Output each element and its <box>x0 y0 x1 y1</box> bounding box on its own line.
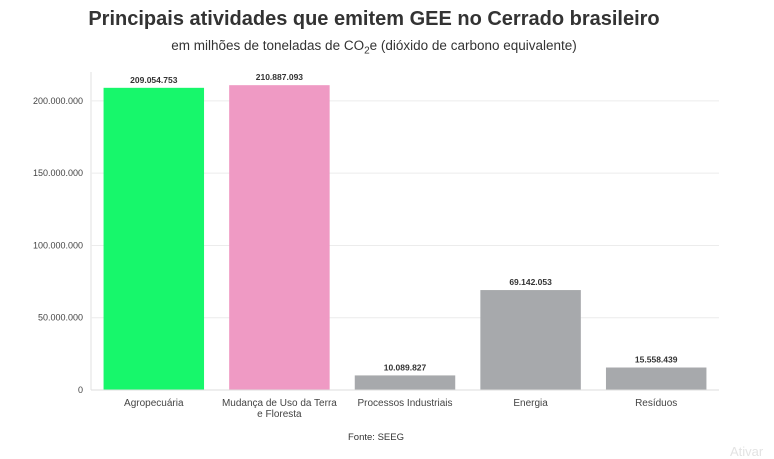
data-label: 69.142.053 <box>509 277 552 287</box>
x-tick-label: Mudança de Uso da Terra e Floresta <box>222 398 337 420</box>
bar <box>103 87 205 390</box>
x-tick-label-line: Resíduos <box>635 398 677 409</box>
x-tick-label: Energia <box>513 398 548 409</box>
y-tick-label: 100.000.000 <box>33 240 83 250</box>
y-tick-label: 50.000.000 <box>38 313 83 323</box>
y-tick-label: 200.000.000 <box>33 96 83 106</box>
x-tick-label-line: Mudança de Uso da Terra <box>222 398 337 409</box>
x-tick-label-line: e Floresta <box>257 409 302 420</box>
x-tick-label: Processos Industriais <box>357 398 452 409</box>
x-tick-label: Resíduos <box>635 398 677 409</box>
data-label: 209.054.753 <box>130 75 178 85</box>
data-label: 15.558.439 <box>635 355 678 365</box>
y-tick-label: 0 <box>78 385 83 395</box>
x-tick-label-line: Agropecuária <box>124 398 184 409</box>
chart-title: Principais atividades que emitem GEE no … <box>88 8 660 30</box>
x-tick-label: Agropecuária <box>124 398 184 409</box>
subtitle-text-end: e (dióxido de carbono equivalente) <box>369 38 577 53</box>
bar <box>229 85 330 390</box>
data-label: 210.887.093 <box>256 72 304 82</box>
chart-subtitle: em milhões de toneladas de CO2e (dióxido… <box>0 38 748 57</box>
y-tick-label: 150.000.000 <box>33 168 83 178</box>
data-label: 10.089.827 <box>384 362 427 372</box>
x-tick-label-line: Processos Industriais <box>357 398 452 409</box>
bar <box>354 375 456 390</box>
bar <box>605 367 707 390</box>
subtitle-subscript: 2 <box>364 45 370 57</box>
x-tick-label-line: Energia <box>513 398 548 409</box>
bar <box>480 290 581 390</box>
subtitle-text: em milhões de toneladas de CO <box>171 38 365 53</box>
chart-source: Fonte: SEEG <box>348 432 404 443</box>
